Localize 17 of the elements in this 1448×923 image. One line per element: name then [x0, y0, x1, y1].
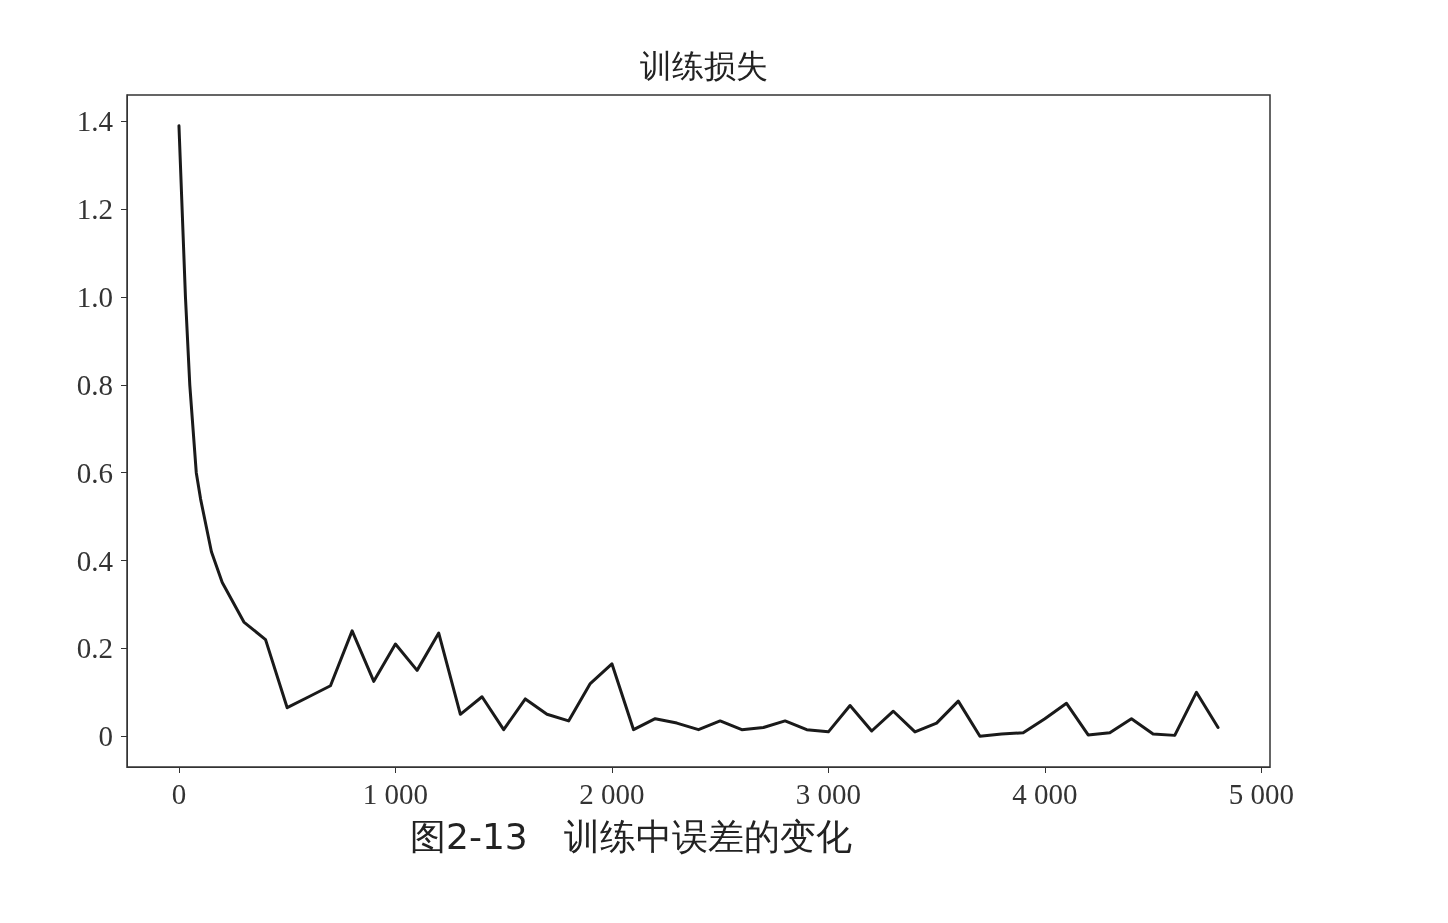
x-tick-label: 4 000 — [1012, 777, 1078, 810]
y-tick-label: 0.2 — [76, 632, 113, 665]
y-tick-label: 1.2 — [76, 193, 113, 226]
y-tick-label: 0.6 — [76, 456, 113, 489]
y-tick-label: 1.4 — [76, 105, 114, 138]
x-tick-label: 0 — [171, 777, 187, 810]
x-tick-label: 1 000 — [362, 777, 429, 810]
x-tick-label: 2 000 — [579, 777, 645, 810]
x-tick-label: 5 000 — [1228, 777, 1294, 810]
y-tick-label: 0.8 — [76, 368, 113, 401]
x-tick-label: 3 000 — [795, 777, 862, 810]
chart-title: 训练损失 — [639, 47, 768, 85]
caption: 图2-13 训练中误差的变化 — [410, 815, 852, 857]
y-tick-label: 0 — [98, 720, 113, 753]
y-tick-label: 1.0 — [76, 281, 113, 314]
line-series — [177, 124, 1220, 738]
y-tick-label: 0.4 — [76, 544, 114, 577]
